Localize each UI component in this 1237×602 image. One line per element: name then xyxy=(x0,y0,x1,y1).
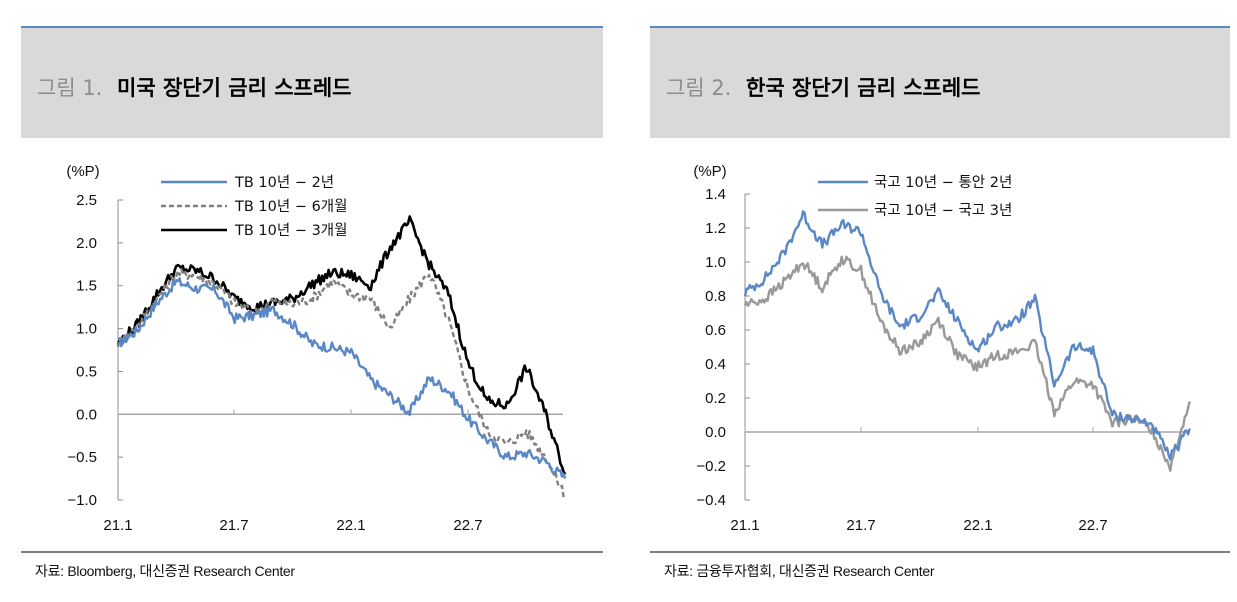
y-tick-label: 1.0 xyxy=(705,254,726,271)
x-tick-label: 21.7 xyxy=(219,517,248,534)
y-tick-label: 1.2 xyxy=(705,220,726,237)
us-spread-chart: 2.5 2.0 1.5 1.0 0.5 0.0 −0.5 −1.0 21.1 21.7 22.1 22… xyxy=(66,163,567,534)
figure-2-title: 그림 2. 한국 장단기 금리 스프레드 xyxy=(666,72,981,102)
legend-label: TB 10년 − 3개월 xyxy=(234,222,347,239)
y-tick-label: 0.0 xyxy=(76,406,97,423)
y-unit-label: (%P) xyxy=(66,163,99,180)
y-tick-label: −0.4 xyxy=(696,492,726,509)
source-divider xyxy=(650,551,1230,553)
figure-2-panel: 그림 2. 한국 장단기 금리 스프레드 1.4 1.2 1.0 0.8 0.6 0.4 0… xyxy=(650,26,1230,602)
y-tick-label: 1.5 xyxy=(76,278,97,295)
figure-1-title: 그림 1. 미국 장단기 금리 스프레드 xyxy=(37,72,352,102)
x-tick-label: 22.1 xyxy=(963,517,992,534)
series-line xyxy=(743,210,1191,461)
x-tick-label: 21.1 xyxy=(103,517,132,534)
series-line xyxy=(116,267,567,499)
figure-1-source: 자료: Bloomberg, 대신증권 Research Center xyxy=(35,563,295,579)
figure-2-number: 그림 2. xyxy=(666,76,732,100)
series-line xyxy=(117,277,567,479)
figure-1-name: 미국 장단기 금리 스프레드 xyxy=(117,76,352,100)
y-unit-label: (%P) xyxy=(693,163,726,180)
legend-label: TB 10년 − 2년 xyxy=(234,174,334,191)
x-tick-label: 22.1 xyxy=(336,517,365,534)
y-tick-label: 0.4 xyxy=(705,356,726,373)
y-tick-label: 1.0 xyxy=(76,321,97,338)
legend-label: TB 10년 − 6개월 xyxy=(234,198,347,215)
figure-1-header: 그림 1. 미국 장단기 금리 스프레드 xyxy=(21,26,603,138)
y-tick-label: −0.5 xyxy=(67,449,97,466)
x-tick-label: 22.7 xyxy=(453,517,482,534)
y-tick-label: 1.4 xyxy=(705,186,726,203)
y-tick-label: 2.5 xyxy=(76,192,97,209)
x-tick-label: 21.1 xyxy=(730,517,759,534)
figure-2-name: 한국 장단기 금리 스프레드 xyxy=(746,76,981,100)
y-tick-label: −1.0 xyxy=(67,492,97,509)
y-tick-label: 0.2 xyxy=(705,390,726,407)
series-line xyxy=(116,215,567,475)
legend-label: 국고 10년 − 통안 2년 xyxy=(874,174,1012,191)
series-line xyxy=(743,255,1191,472)
x-tick-label: 22.7 xyxy=(1078,517,1107,534)
source-divider xyxy=(21,551,603,553)
x-tick-label: 21.7 xyxy=(846,517,875,534)
y-tick-label: 0.0 xyxy=(705,424,726,441)
figure-2-source: 자료: 금융투자협회, 대신증권 Research Center xyxy=(664,563,935,579)
y-tick-label: −0.2 xyxy=(696,458,726,475)
kr-spread-chart: 1.4 1.2 1.0 0.8 0.6 0.4 0.2 0.0 −0.2 −0.421.1 21.7… xyxy=(693,163,1191,534)
y-tick-label: 0.5 xyxy=(76,363,97,380)
figure-1-number: 그림 1. xyxy=(37,76,103,100)
y-tick-label: 2.0 xyxy=(76,235,97,252)
y-tick-label: 0.6 xyxy=(705,322,726,339)
legend-label: 국고 10년 − 국고 3년 xyxy=(874,202,1012,219)
figure-1-panel: 그림 1. 미국 장단기 금리 스프레드 2.5 2.0 1.5 1.0 0.5 0.0 −… xyxy=(21,26,603,602)
figure-2-header: 그림 2. 한국 장단기 금리 스프레드 xyxy=(650,26,1230,138)
y-tick-label: 0.8 xyxy=(705,288,726,305)
